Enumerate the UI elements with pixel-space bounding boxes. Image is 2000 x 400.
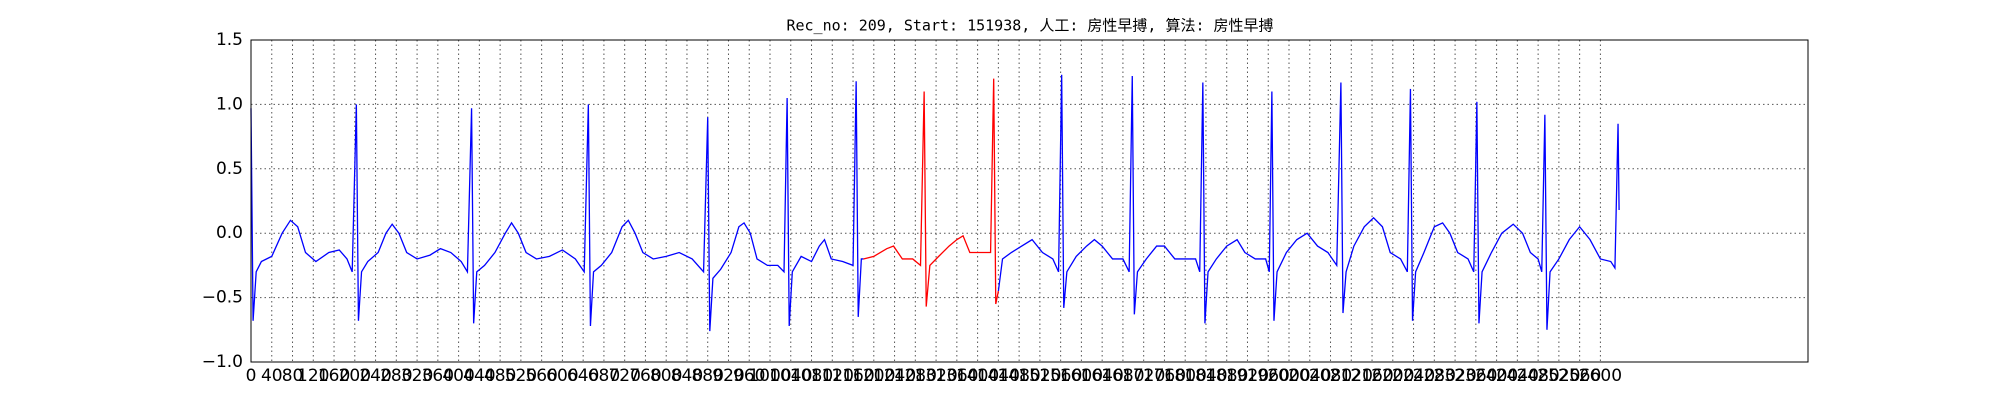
x-tick-label: 1560 [1039, 366, 1082, 386]
y-tick-label: −1.0 [202, 352, 243, 372]
x-tick-label: 320 [401, 366, 433, 386]
x-tick-label: 1280 [894, 366, 937, 386]
x-tick-label: 400 [442, 366, 474, 386]
x-tick-label: 440 [463, 366, 495, 386]
x-tick-label: 2280 [1413, 366, 1456, 386]
x-tick-label: 1480 [997, 366, 1040, 386]
x-tick-label: 360 [422, 366, 454, 386]
x-tick-label: 480 [484, 366, 516, 386]
x-tick-label: 1680 [1101, 366, 1144, 386]
x-tick-label: 1080 [790, 366, 833, 386]
x-tick-label: 720 [608, 366, 640, 386]
x-tick-label: 520 [505, 366, 537, 386]
x-tick-label: 240 [359, 366, 391, 386]
x-tick-label: 1760 [1143, 366, 1186, 386]
x-tick-label: 1840 [1184, 366, 1227, 386]
x-tick-label: 1640 [1081, 366, 1124, 386]
x-tick-label: 1440 [977, 366, 1020, 386]
x-tick-label: 1520 [1018, 366, 1061, 386]
ecg-line [997, 74, 1620, 330]
x-tick-label: 2480 [1516, 366, 1559, 386]
x-tick-label: 920 [712, 366, 744, 386]
x-tick-label: 1040 [769, 366, 812, 386]
x-tick-label: 2240 [1392, 366, 1435, 386]
x-tick-label: 80 [282, 366, 304, 386]
x-tick-label: 1720 [1122, 366, 1165, 386]
x-tick-label: 600 [546, 366, 578, 386]
x-tick-label: 200 [339, 366, 371, 386]
x-tick-label: 2520 [1537, 366, 1580, 386]
x-tick-label: 160 [318, 366, 350, 386]
chart-title: Rec_no: 209, Start: 151938, 人工: 房性早搏, 算法… [786, 17, 1273, 35]
x-tick-label: 1000 [748, 366, 791, 386]
x-tick-label: 2320 [1433, 366, 1476, 386]
x-tick-label: 2040 [1288, 366, 1331, 386]
x-tick-label: 2400 [1475, 366, 1518, 386]
x-tick-label: 120 [297, 366, 329, 386]
x-tick-label: 2440 [1496, 366, 1539, 386]
x-tick-label: 960 [733, 366, 765, 386]
y-tick-label: 0.5 [216, 159, 243, 179]
x-tick-label: 640 [567, 366, 599, 386]
x-tick-label: 680 [588, 366, 620, 386]
x-tick-label: 1400 [956, 366, 999, 386]
x-tick-label: 0 [246, 366, 257, 386]
x-tick-label: 2160 [1350, 366, 1393, 386]
x-tick-label: 760 [629, 366, 661, 386]
x-tick-label: 1360 [935, 366, 978, 386]
x-tick-label: 560 [525, 366, 557, 386]
x-tick-label: 840 [671, 366, 703, 386]
x-tick-label: 2600 [1579, 366, 1622, 386]
x-tick-label: 1600 [1060, 366, 1103, 386]
x-tick-label: 1800 [1164, 366, 1207, 386]
x-tick-label: 2080 [1309, 366, 1352, 386]
x-tick-label: 2560 [1558, 366, 1601, 386]
x-tick-label: 1880 [1205, 366, 1248, 386]
x-tick-label: 2000 [1267, 366, 1310, 386]
x-tick-label: 880 [691, 366, 723, 386]
x-tick-label: 800 [650, 366, 682, 386]
y-tick-label: 0.0 [216, 223, 243, 243]
x-tick-label: 2360 [1454, 366, 1497, 386]
x-tick-label: 2120 [1330, 366, 1373, 386]
y-tick-label: 1.5 [216, 30, 243, 50]
y-tick-label: −0.5 [202, 288, 243, 308]
x-tick-label: 1240 [873, 366, 916, 386]
x-tick-label: 1120 [811, 366, 854, 386]
ecg-line [250, 81, 864, 332]
ecg-line [863, 78, 999, 307]
x-tick-label: 1200 [852, 366, 895, 386]
x-tick-label: 1960 [1247, 366, 1290, 386]
plot-frame [250, 39, 1809, 363]
x-tick-label: 40 [261, 366, 283, 386]
x-tick-label: 1160 [831, 366, 874, 386]
x-tick-label: 2200 [1371, 366, 1414, 386]
x-tick-label: 1920 [1226, 366, 1269, 386]
y-tick-label: 1.0 [216, 94, 243, 114]
x-tick-label: 1320 [914, 366, 957, 386]
x-tick-label: 280 [380, 366, 412, 386]
